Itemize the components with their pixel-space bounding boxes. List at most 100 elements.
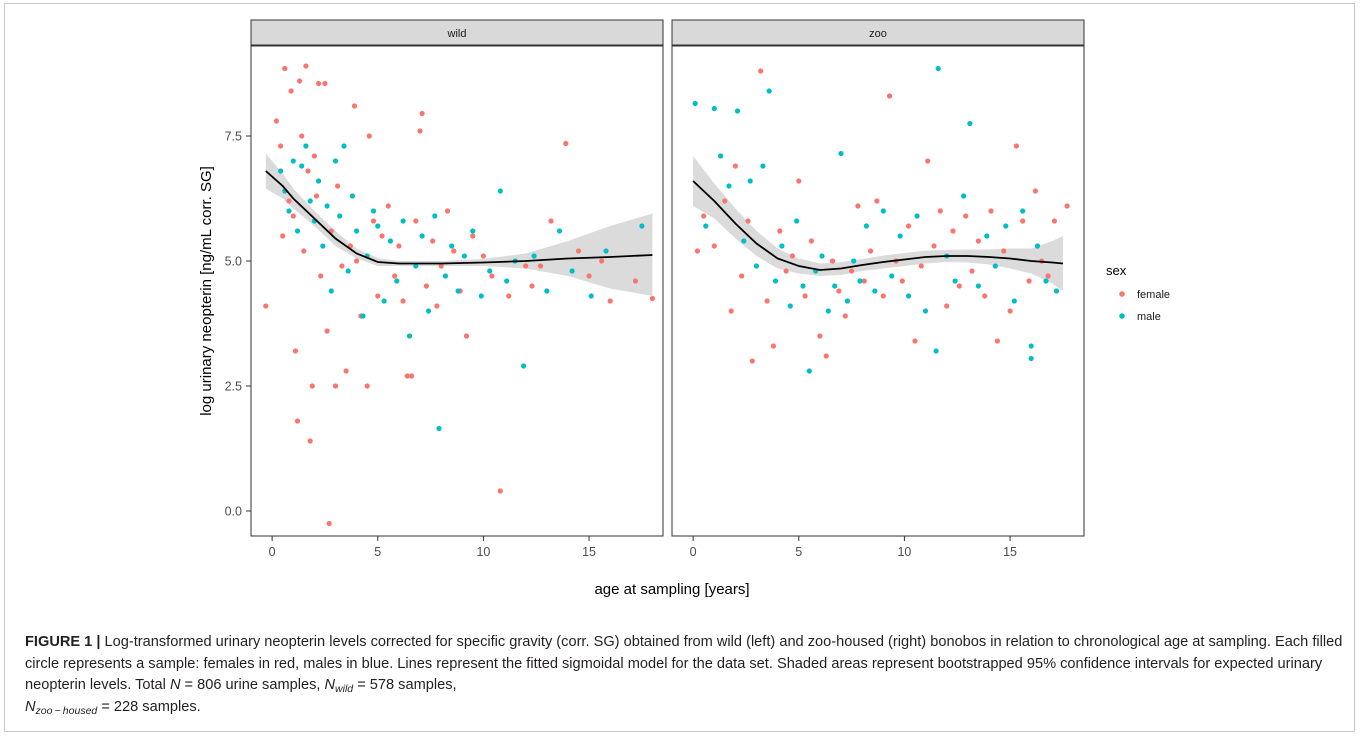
point-female-zoo xyxy=(963,213,969,219)
point-male-wild xyxy=(345,268,351,274)
point-female-zoo xyxy=(758,68,764,74)
point-male-zoo xyxy=(766,88,772,94)
point-male-wild xyxy=(449,243,455,249)
point-male-wild xyxy=(544,288,550,294)
point-female-zoo xyxy=(764,298,770,304)
point-female-wild xyxy=(316,80,322,87)
point-male-zoo xyxy=(1020,208,1026,214)
point-female-wild xyxy=(288,88,294,94)
point-male-zoo xyxy=(741,238,747,244)
point-female-wild xyxy=(489,273,495,279)
point-female-wild xyxy=(548,218,554,224)
legend-key-female xyxy=(1119,291,1125,297)
point-female-wild xyxy=(392,273,398,279)
point-male-zoo xyxy=(967,120,973,127)
point-male-zoo xyxy=(1053,288,1060,294)
point-male-wild xyxy=(375,223,381,229)
point-female-wild xyxy=(366,133,372,139)
point-male-wild xyxy=(413,263,419,269)
caption-wild-subscript: wild xyxy=(335,683,354,695)
point-female-zoo xyxy=(925,158,931,164)
figure-label: FIGURE 1 | xyxy=(25,634,101,650)
point-female-zoo xyxy=(887,93,893,99)
point-female-zoo xyxy=(982,293,988,299)
point-female-zoo xyxy=(722,198,728,204)
point-female-wild xyxy=(282,65,288,72)
point-female-zoo xyxy=(745,218,751,224)
point-female-wild xyxy=(313,193,320,199)
point-female-wild xyxy=(354,258,360,264)
point-female-zoo xyxy=(1013,143,1020,149)
point-male-zoo xyxy=(933,348,939,354)
point-male-zoo xyxy=(772,278,779,284)
point-female-wild xyxy=(290,213,296,219)
fit-line-wild xyxy=(265,170,653,265)
confidence-ribbon-zoo xyxy=(693,156,1063,291)
facet-label-wild: wild xyxy=(447,28,467,40)
y-tick-label: 2.5 xyxy=(225,380,242,394)
point-female-zoo xyxy=(770,343,777,349)
point-female-zoo xyxy=(739,273,745,279)
point-male-zoo xyxy=(800,283,806,289)
point-male-wild xyxy=(639,223,645,229)
point-female-wild xyxy=(444,208,451,214)
point-female-wild xyxy=(523,263,529,269)
point-female-wild xyxy=(263,303,269,309)
point-male-zoo xyxy=(1028,355,1034,362)
point-female-zoo xyxy=(868,248,874,254)
point-female-zoo xyxy=(1051,218,1057,224)
point-female-wild xyxy=(470,233,476,239)
legend-key-male xyxy=(1119,313,1125,319)
point-male-zoo xyxy=(975,283,982,289)
x-tick-label: 15 xyxy=(1003,545,1017,559)
point-female-zoo xyxy=(802,293,808,299)
point-female-zoo xyxy=(1026,278,1032,284)
point-female-zoo xyxy=(1007,308,1013,314)
point-male-wild xyxy=(521,363,527,369)
point-male-zoo xyxy=(952,278,958,284)
point-female-wild xyxy=(322,80,328,87)
point-male-zoo xyxy=(779,243,785,249)
caption-text-a: Log-transformed urinary neopterin levels… xyxy=(25,634,1343,693)
point-male-zoo xyxy=(961,193,967,199)
point-male-wild xyxy=(316,178,322,184)
point-male-wild xyxy=(341,143,347,149)
point-female-wild xyxy=(309,383,315,389)
point-female-wild xyxy=(280,233,286,239)
point-female-zoo xyxy=(944,303,950,309)
point-female-wild xyxy=(607,298,613,304)
point-male-wild xyxy=(406,333,413,339)
point-female-wild xyxy=(318,273,324,279)
point-female-wild xyxy=(301,248,307,254)
point-male-wild xyxy=(294,228,301,234)
point-female-wild xyxy=(599,258,605,264)
point-female-zoo xyxy=(836,288,842,294)
point-female-zoo xyxy=(1064,203,1070,209)
point-female-zoo xyxy=(874,198,880,204)
point-male-zoo xyxy=(1043,278,1049,284)
point-female-zoo xyxy=(950,228,956,234)
point-female-zoo xyxy=(701,213,707,219)
point-female-zoo xyxy=(899,278,905,284)
point-female-wild xyxy=(537,263,544,269)
point-female-zoo xyxy=(777,228,783,234)
point-female-wild xyxy=(423,283,429,289)
point-male-wild xyxy=(286,208,292,214)
caption-text-b: = 806 urine samples, xyxy=(180,677,325,693)
point-female-wild xyxy=(305,168,311,174)
caption-n-symbol-wild: N xyxy=(324,677,336,693)
point-female-wild xyxy=(409,373,415,379)
point-male-zoo xyxy=(984,233,990,239)
point-female-zoo xyxy=(849,268,855,274)
point-male-zoo xyxy=(753,263,760,269)
point-male-wild xyxy=(349,193,355,199)
point-female-zoo xyxy=(906,223,912,229)
point-female-wild xyxy=(400,298,406,304)
point-female-wild xyxy=(299,133,305,139)
caption-n-symbol: N xyxy=(169,677,181,693)
legend-label-female: female xyxy=(1137,289,1170,301)
point-male-wild xyxy=(478,293,484,299)
point-female-wild xyxy=(404,373,410,379)
point-female-wild xyxy=(438,263,444,269)
point-female-zoo xyxy=(711,243,717,249)
